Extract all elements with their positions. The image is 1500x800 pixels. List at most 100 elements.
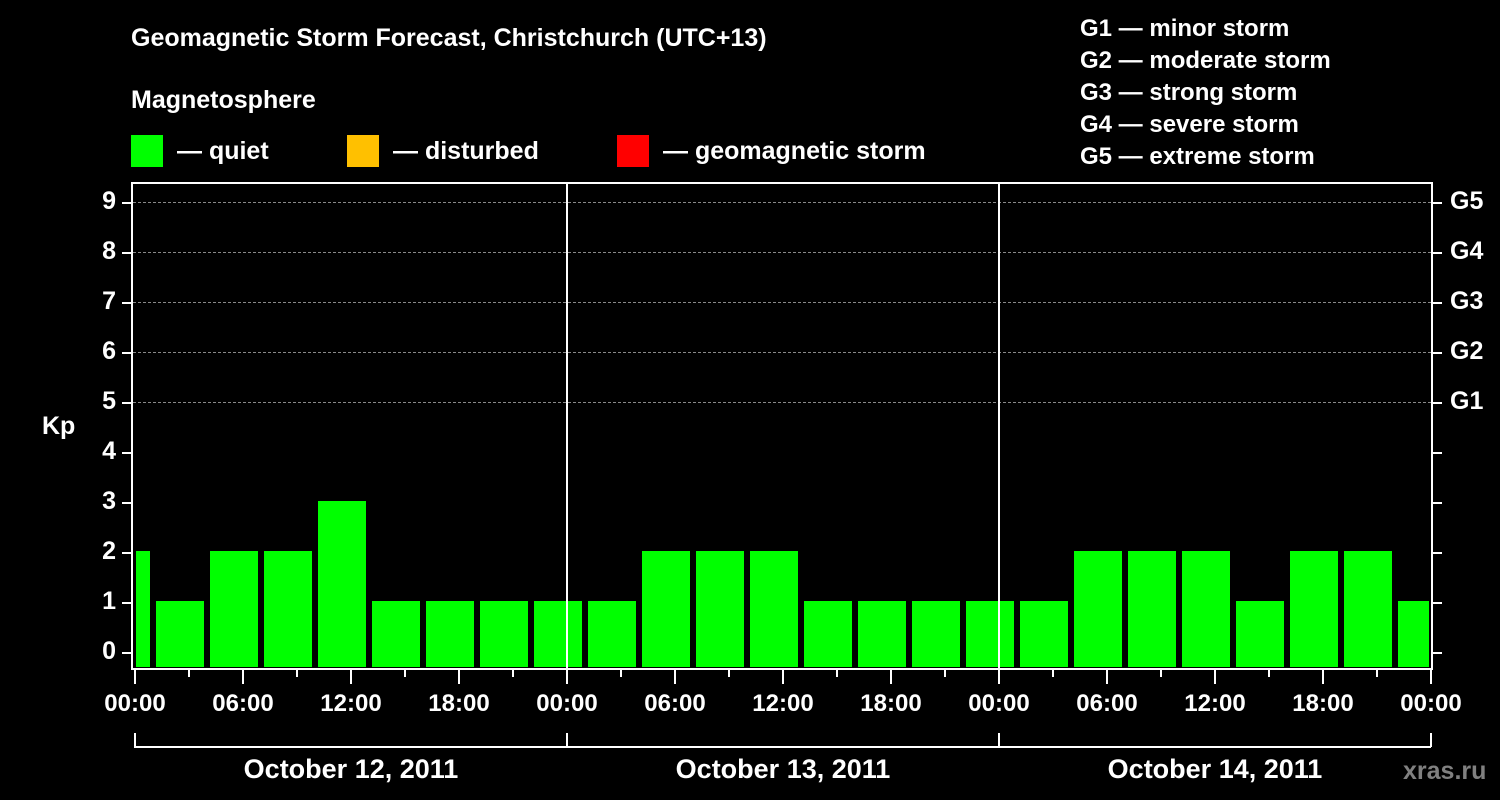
x-tick [674,668,676,684]
kp-bar [912,601,960,667]
y-tick-label: 3 [102,487,116,515]
date-bracket-tick [1430,733,1432,747]
day-divider [998,182,1000,668]
x-tick-label: 18:00 [428,690,490,717]
kp-bar [696,551,744,667]
legend-quiet: — quiet [131,134,269,168]
x-tick-label: 06:00 [644,690,706,717]
kp-bar [264,551,312,667]
kp-bar [804,601,852,667]
right-tick [1433,652,1442,654]
legend-title: Magnetosphere [131,86,316,114]
date-bracket-tick [566,733,568,747]
kp-bar [588,601,636,667]
y-tick-label: 7 [102,287,116,315]
gridline [133,202,1431,203]
x-tick-label: 12:00 [320,690,382,717]
x-tick-label: 06:00 [212,690,274,717]
x-tick [296,668,298,677]
y-axis-label: Kp [42,412,76,440]
date-bracket-tick [134,733,136,747]
x-tick [458,668,460,684]
disturbed-swatch-icon [347,135,379,167]
x-tick [1106,668,1108,684]
g-level-label: G2 [1450,337,1484,365]
kp-bar [1074,551,1122,667]
x-tick [1214,668,1216,684]
x-tick [566,668,568,684]
gridline [133,352,1431,353]
kp-bar [480,601,528,667]
date-label: October 12, 2011 [243,754,459,784]
kp-bar [318,501,366,667]
x-tick-label: 00:00 [536,690,598,717]
storm-swatch-icon [617,135,649,167]
kp-bar [1236,601,1284,667]
right-tick [1433,352,1442,354]
kp-bar [750,551,798,667]
y-tick-label: 6 [102,337,116,365]
x-tick-label: 18:00 [1292,690,1354,717]
g-scale-g5: G5 — extreme storm [1080,143,1315,170]
x-tick-label: 00:00 [1400,690,1462,717]
y-tick-label: 5 [102,387,116,415]
date-bracket-tick [998,733,1000,747]
legend-disturbed-label: — disturbed [393,136,539,165]
x-tick-label: 12:00 [752,690,814,717]
y-tick-label: 8 [102,237,116,265]
gridline [133,402,1431,403]
y-tick [122,452,131,454]
right-tick [1433,502,1442,504]
y-tick [122,552,131,554]
right-tick [1433,402,1442,404]
x-tick [998,668,1000,684]
date-bracket [134,746,1431,748]
x-tick [350,668,352,684]
right-tick [1433,452,1442,454]
date-label: October 13, 2011 [675,754,891,784]
x-tick [890,668,892,684]
x-tick [1160,668,1162,677]
kp-bar [156,601,204,667]
y-tick [122,302,131,304]
x-tick [728,668,730,677]
x-tick [1430,668,1432,684]
kp-bar [1290,551,1338,667]
quiet-swatch-icon [131,135,163,167]
y-tick-label: 4 [102,437,116,465]
y-tick [122,602,131,604]
date-label: October 14, 2011 [1107,754,1323,784]
kp-bar [1020,601,1068,667]
y-tick-label: 2 [102,537,116,565]
g-level-label: G4 [1450,237,1484,265]
x-tick-label: 06:00 [1076,690,1138,717]
watermark: xras.ru [1403,757,1487,785]
x-tick [944,668,946,677]
right-tick [1433,202,1442,204]
plot-frame [131,182,1433,670]
x-tick [188,668,190,677]
x-tick-label: 18:00 [860,690,922,717]
x-tick-label: 12:00 [1184,690,1246,717]
x-tick [1268,668,1270,677]
x-tick [1052,668,1054,677]
x-tick [404,668,406,677]
x-tick-label: 00:00 [968,690,1030,717]
x-tick-label: 00:00 [104,690,166,717]
kp-bar [642,551,690,667]
x-tick [242,668,244,684]
day-divider [566,182,568,668]
kp-bar [210,551,258,667]
y-tick [122,502,131,504]
gridline [133,302,1431,303]
y-tick-label: 0 [102,637,116,665]
legend-storm-label: — geomagnetic storm [663,136,926,165]
legend-storm: — geomagnetic storm [617,134,926,168]
y-tick [122,352,131,354]
kp-bar [1182,551,1230,667]
kp-bar [534,601,582,667]
kp-bar [372,601,420,667]
x-tick [782,668,784,684]
y-tick [122,402,131,404]
right-tick [1433,602,1442,604]
